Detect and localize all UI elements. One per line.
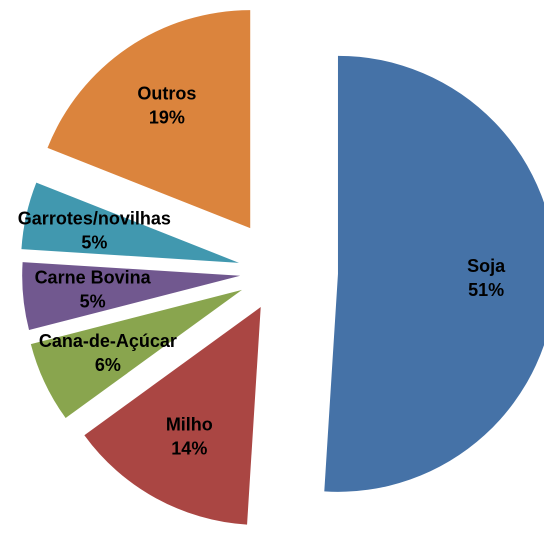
pie-slice [22,262,241,330]
slice-value: 14% [171,439,207,459]
pie-slice [30,289,242,419]
slice-value: 51% [468,280,504,300]
slice-label: Milho [166,415,213,435]
slice-label: Carne Bovina [35,267,152,287]
slice-value: 19% [149,107,185,127]
pie-slice [21,182,240,263]
pie-slice [84,307,261,525]
slice-label: Cana-de-Açúcar [39,331,177,351]
slice-label: Outros [137,83,196,103]
pie-slice [324,55,544,492]
slice-value: 5% [80,291,106,311]
pie-slice [47,10,251,229]
slice-label: Soja [467,256,506,276]
slice-value: 6% [95,355,121,375]
slice-value: 5% [81,232,107,252]
slice-label: Garrotes/novilhas [18,208,171,228]
